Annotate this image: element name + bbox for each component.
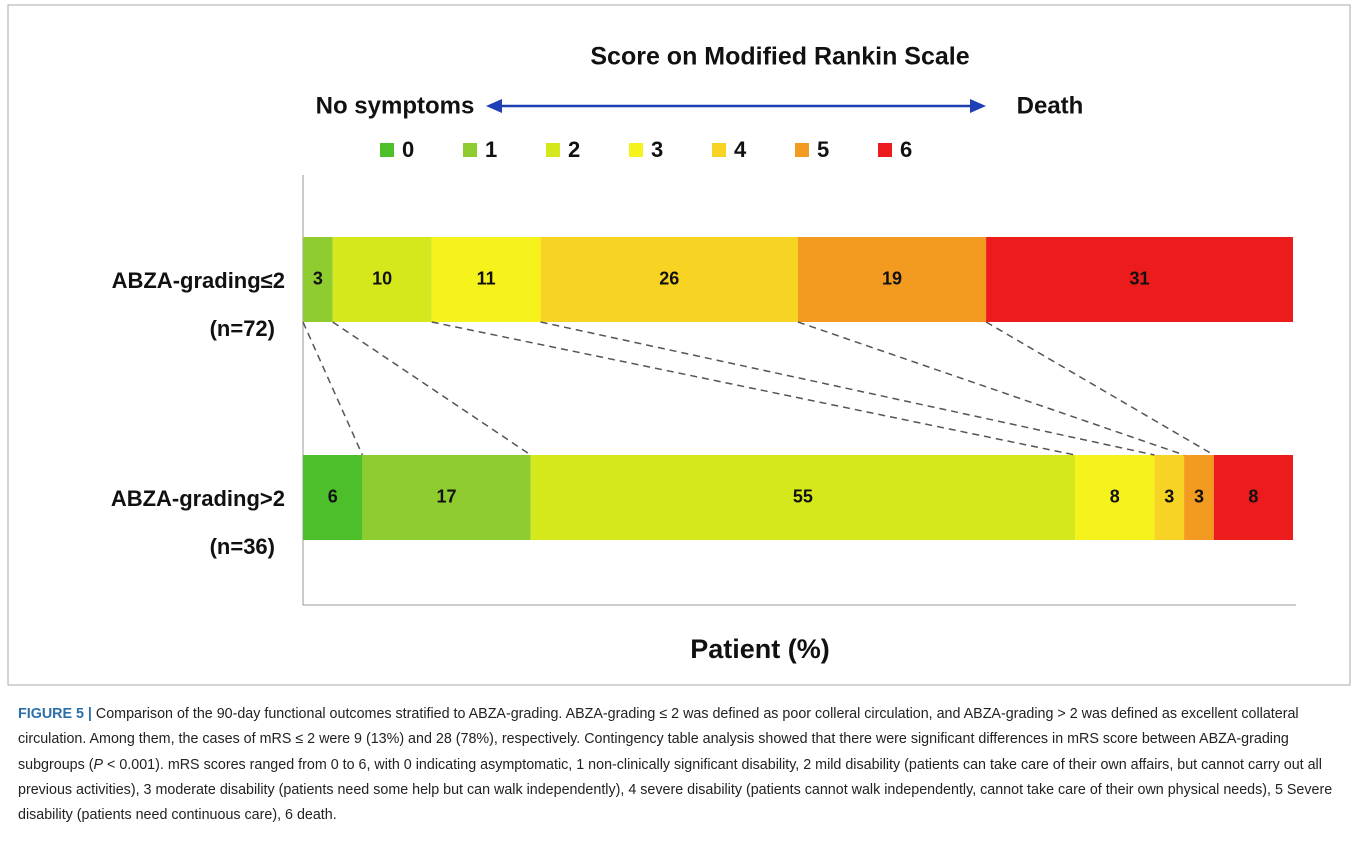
data-label: 10 bbox=[372, 268, 392, 288]
caption-text: Comparison of the 90-day functional outc… bbox=[18, 706, 1299, 773]
scale-arrow bbox=[486, 99, 986, 113]
legend-label: 5 bbox=[817, 137, 829, 162]
legend-swatch bbox=[546, 143, 560, 157]
data-label: 26 bbox=[659, 268, 679, 288]
legend-label: 3 bbox=[651, 137, 663, 162]
bar-segment bbox=[530, 455, 1076, 540]
legend-label: 6 bbox=[900, 137, 912, 162]
scale-high-label: Death bbox=[1017, 92, 1084, 119]
data-label: 31 bbox=[1130, 268, 1150, 288]
legend-swatch bbox=[629, 143, 643, 157]
data-label: 6 bbox=[328, 486, 338, 506]
y-tick-sublabel: (n=72) bbox=[210, 316, 275, 341]
y-tick-label: ABZA-grading>2 bbox=[111, 486, 285, 511]
data-label: 19 bbox=[882, 268, 902, 288]
figure-frame bbox=[7, 4, 1351, 686]
caption-label: FIGURE 5 | bbox=[18, 706, 92, 722]
caption-text: < 0.001). mRS scores ranged from 0 to 6,… bbox=[18, 756, 1333, 824]
bar-segment bbox=[986, 237, 1293, 322]
legend-swatch bbox=[878, 143, 892, 157]
y-tick-label: ABZA-grading≤2 bbox=[112, 268, 285, 293]
bar-segment bbox=[332, 237, 432, 322]
legend-label: 0 bbox=[402, 137, 414, 162]
data-label: 8 bbox=[1248, 486, 1258, 506]
bar-segment bbox=[431, 237, 541, 322]
data-label: 3 bbox=[313, 268, 323, 288]
x-axis-label: Patient (%) bbox=[690, 634, 830, 664]
legend-label: 2 bbox=[568, 137, 580, 162]
chart: Score on Modified Rankin Scale No sympto… bbox=[7, 4, 1351, 686]
caption: FIGURE 5 | Comparison of the 90-day func… bbox=[18, 702, 1340, 828]
data-label: 17 bbox=[437, 486, 457, 506]
bar-segment bbox=[303, 455, 363, 540]
connector bbox=[540, 321, 1155, 456]
bar-segment bbox=[362, 455, 531, 540]
legend-label: 1 bbox=[485, 137, 497, 162]
bar-segment bbox=[798, 237, 987, 322]
connector bbox=[302, 321, 364, 456]
bar-segment bbox=[1075, 455, 1155, 540]
legend-swatch bbox=[712, 143, 726, 157]
data-label: 55 bbox=[793, 486, 813, 506]
data-label: 8 bbox=[1110, 486, 1120, 506]
connector bbox=[797, 321, 1185, 456]
connector bbox=[332, 321, 532, 456]
chart-title: Score on Modified Rankin Scale bbox=[590, 43, 969, 71]
legend-swatch bbox=[380, 143, 394, 157]
caption-text: P bbox=[93, 756, 104, 773]
data-label: 3 bbox=[1164, 486, 1174, 506]
y-tick-sublabel: (n=36) bbox=[210, 534, 275, 559]
bar-segment bbox=[540, 237, 798, 322]
data-label: 11 bbox=[477, 268, 496, 288]
bar-segment bbox=[1154, 455, 1185, 540]
bar-segment bbox=[1184, 455, 1214, 540]
scale-low-label: No symptoms bbox=[316, 92, 475, 119]
connector bbox=[431, 321, 1076, 456]
bar-segment bbox=[1213, 455, 1293, 540]
legend-swatch bbox=[463, 143, 477, 157]
data-label: 3 bbox=[1194, 486, 1204, 506]
legend-label: 4 bbox=[734, 137, 747, 162]
connector bbox=[985, 321, 1215, 456]
legend-swatch bbox=[795, 143, 809, 157]
bar-segment bbox=[303, 237, 333, 322]
